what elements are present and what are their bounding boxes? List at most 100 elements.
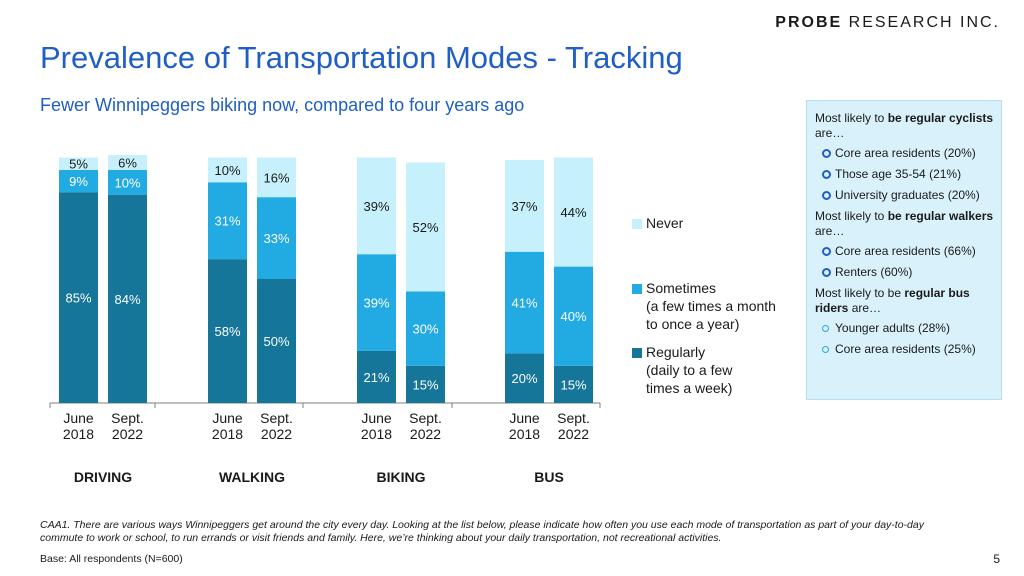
bar-segment (257, 157, 296, 198)
data-label: 10% (214, 163, 240, 178)
bar-segment (208, 259, 247, 403)
brand-bold: PROBE (775, 14, 843, 31)
bar-segment (59, 169, 98, 193)
base-note: Base: All respondents (N=600) (40, 553, 183, 565)
data-label: 9% (69, 174, 88, 189)
bar-segment (257, 197, 296, 279)
legend-label: Never (646, 215, 684, 231)
walkers-item-text: Core area residents (66%) (835, 244, 976, 258)
category-tick-label: 2018 (212, 426, 243, 442)
page-number: 5 (993, 552, 1000, 566)
bullet-icon (822, 247, 831, 256)
bar-segment (554, 365, 593, 403)
category-tick-label: 2022 (558, 426, 589, 442)
bullet-icon (822, 149, 831, 158)
bar-segment (554, 266, 593, 366)
data-label: 16% (263, 170, 289, 185)
data-label: 50% (263, 334, 289, 349)
bus-item-text: Younger adults (28%) (835, 321, 950, 335)
bus-heading: Most likely to be regular bus riders are… (815, 286, 995, 316)
category-tick-label: 2018 (63, 426, 94, 442)
walkers-item-text: Renters (60%) (835, 265, 913, 279)
group-label: DRIVING (74, 469, 132, 485)
data-label: 5% (69, 157, 88, 172)
walkers-heading-pre: Most likely to (815, 209, 888, 223)
bar-segment (357, 350, 396, 403)
walkers-heading-post: are… (815, 224, 845, 238)
category-tick-label: 2018 (361, 426, 392, 442)
legend-label: Sometimes (a few times a month to once a… (646, 280, 776, 332)
category-tick-label: Sept. (409, 410, 442, 426)
category-tick-label: 2022 (112, 426, 143, 442)
data-label: 85% (65, 291, 91, 306)
bar-segment (505, 353, 544, 403)
bar-segment (505, 159, 544, 252)
cyclists-item: University graduates (20%) (815, 188, 995, 203)
category-tick-label: June (212, 410, 243, 426)
page-subtitle: Fewer Winnipeggers biking now, compared … (40, 95, 525, 115)
data-label: 40% (560, 309, 586, 324)
data-label: 44% (560, 205, 586, 220)
bar-segment (357, 254, 396, 351)
cyclists-heading: Most likely to be regular cyclists are… (815, 111, 995, 141)
cyclists-heading-pre: Most likely to (815, 111, 888, 125)
bar-segment (208, 182, 247, 260)
data-label: 52% (412, 220, 438, 235)
data-label: 41% (511, 296, 537, 311)
walkers-item: Renters (60%) (815, 265, 995, 280)
category-tick-label: Sept. (260, 410, 293, 426)
bar-segment (554, 157, 593, 267)
legend-swatch (632, 284, 642, 294)
bar-segment (108, 194, 147, 403)
hollow-bullet-icon (822, 325, 829, 332)
legend-swatch (632, 348, 642, 358)
data-label: 6% (118, 155, 137, 170)
legend-item: Regularly (daily to a few times a week) (632, 343, 733, 397)
cyclists-heading-post: are… (815, 126, 845, 140)
cyclists-heading-bold: be regular cyclists (887, 111, 994, 125)
bar-segment (257, 279, 296, 403)
bus-heading-bold: regular bus riders (815, 286, 970, 315)
bar-segment (505, 251, 544, 354)
brand-logo: PROBE RESEARCH INC. (775, 14, 1000, 32)
data-label: 84% (114, 292, 140, 307)
bus-heading-post: are… (848, 301, 882, 315)
group-label: WALKING (219, 469, 285, 485)
data-label: 21% (363, 370, 389, 385)
legend-swatch (632, 219, 642, 229)
data-label: 58% (214, 324, 240, 339)
category-tick-label: June (509, 410, 540, 426)
data-label: 10% (114, 175, 140, 190)
category-tick-label: 2022 (261, 426, 292, 442)
bar-segment (208, 157, 247, 183)
bar-segment (406, 162, 445, 292)
insights-box: Most likely to be regular cyclists are… … (806, 100, 1002, 400)
group-label: BUS (534, 469, 564, 485)
data-label: 33% (263, 231, 289, 246)
data-label: 31% (214, 214, 240, 229)
cyclists-item: Those age 35-54 (21%) (815, 167, 995, 182)
group-label: BIKING (377, 469, 426, 485)
data-label: 37% (511, 199, 537, 214)
bar-segment (406, 291, 445, 366)
bar-segment (108, 155, 147, 170)
legend-label: Regularly (daily to a few times a week) (646, 344, 733, 396)
hollow-bullet-icon (822, 346, 829, 353)
bar-segment (357, 157, 396, 255)
data-label: 39% (363, 199, 389, 214)
bus-item-text: Core area residents (25%) (835, 342, 976, 356)
legend-item: Never (632, 214, 684, 232)
bus-item: Core area residents (25%) (815, 342, 995, 357)
data-label: 39% (363, 296, 389, 311)
category-tick-label: June (361, 410, 392, 426)
question-footnote: CAA1. There are various ways Winnipegger… (40, 519, 924, 544)
bar-segment (406, 365, 445, 403)
bullet-icon (822, 191, 831, 200)
data-label: 15% (560, 377, 586, 392)
bar-segment (59, 192, 98, 403)
data-label: 15% (412, 377, 438, 392)
category-tick-label: 2022 (410, 426, 441, 442)
walkers-heading-bold: be regular walkers (887, 209, 994, 223)
bus-heading-pre: Most likely to be (815, 286, 905, 300)
